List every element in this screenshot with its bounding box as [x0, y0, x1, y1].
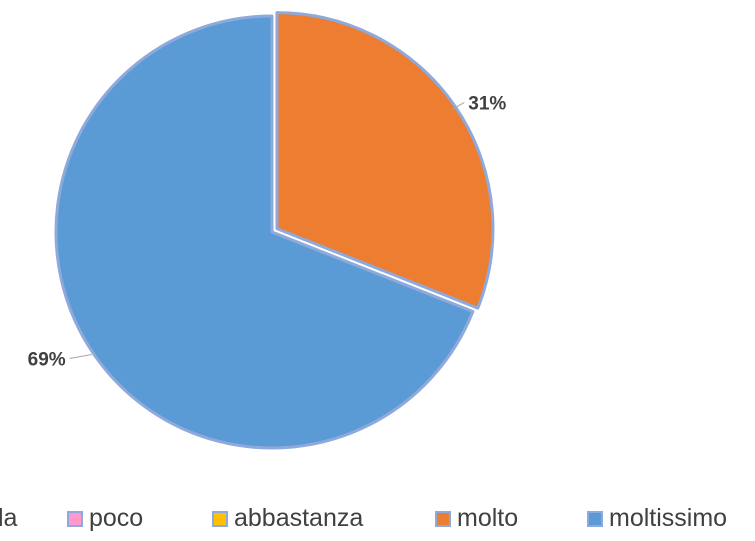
legend-item-molto: molto [435, 504, 518, 533]
chart-legend: la poco abbastanza molto moltissimo [0, 504, 755, 540]
leader-line-molto [452, 102, 465, 110]
legend-swatch-poco [67, 510, 83, 527]
pie-slice-moltissimo [54, 14, 475, 450]
legend-item-per-nulla: la [0, 504, 17, 533]
legend-label-abbastanza: abbastanza [234, 504, 364, 532]
pie-plot-area: 31% 69% [28, 11, 506, 450]
legend-item-abbastanza: abbastanza [212, 504, 363, 533]
legend-label-molto: molto [457, 504, 519, 532]
data-label-molto: 31% [468, 93, 506, 114]
legend-label-per-nulla: la [0, 504, 18, 532]
legend-label-poco: poco [89, 504, 144, 532]
legend-swatch-abbastanza [212, 510, 228, 527]
legend-item-moltissimo: moltissimo [587, 504, 727, 533]
leader-line-moltissimo [69, 354, 92, 360]
legend-label-moltissimo: moltissimo [609, 504, 728, 532]
legend-item-poco: poco [67, 504, 143, 533]
data-label-moltissimo: 69% [28, 350, 66, 371]
legend-swatch-molto [435, 510, 451, 527]
legend-swatch-moltissimo [587, 510, 603, 527]
